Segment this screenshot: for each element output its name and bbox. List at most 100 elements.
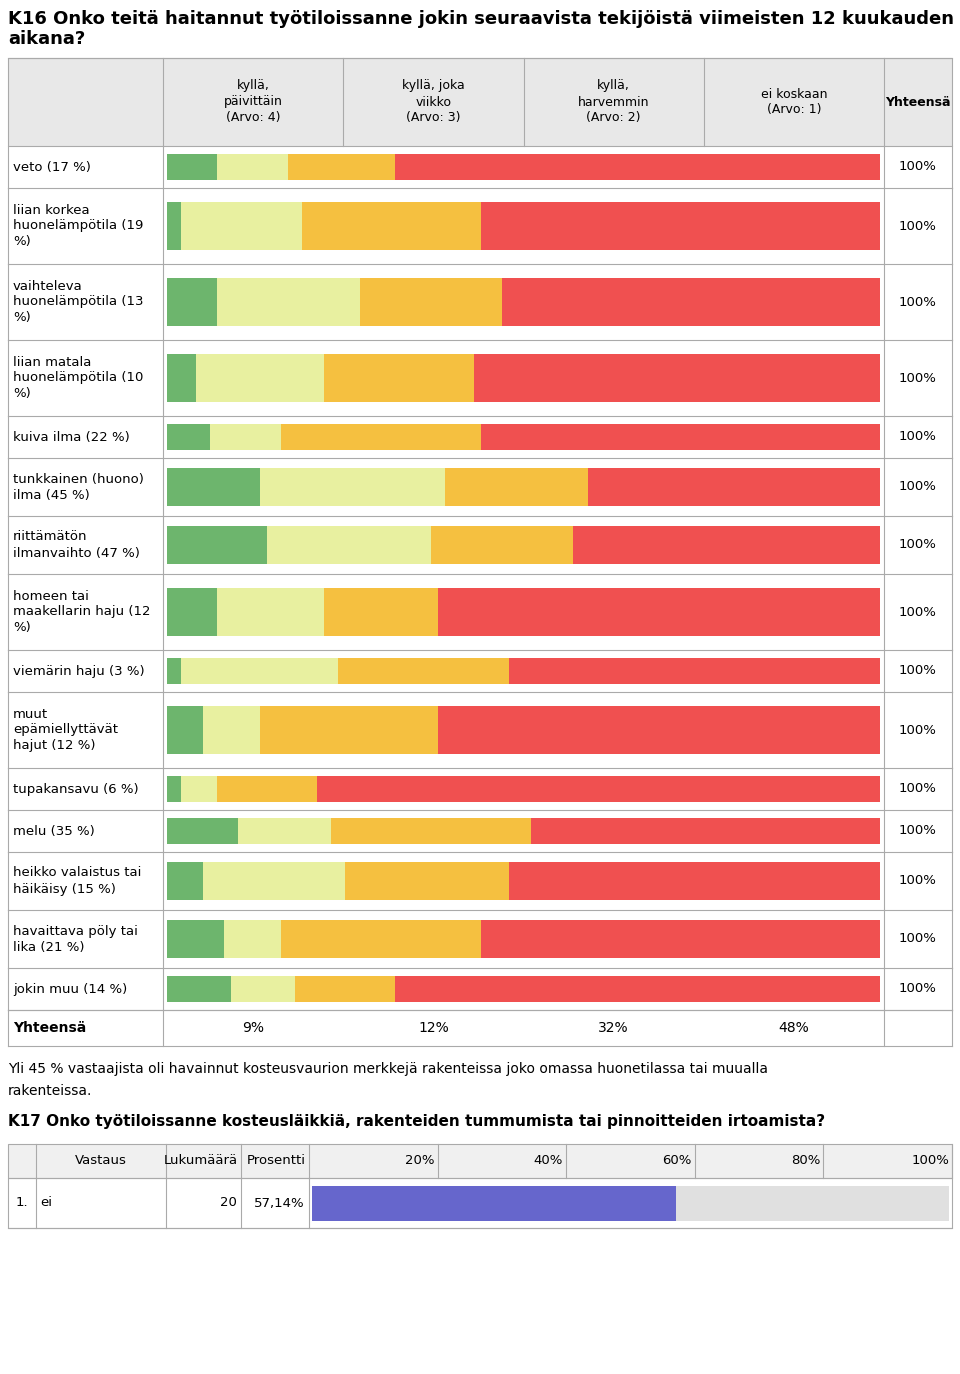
- Bar: [317, 775, 880, 802]
- Bar: [8, 1145, 952, 1178]
- Bar: [181, 658, 338, 684]
- Bar: [312, 1186, 949, 1220]
- Text: liian matala
huonelämpötila (10
%): liian matala huonelämpötila (10 %): [13, 356, 143, 400]
- Text: kyllä, joka
viikko
(Arvo: 3): kyllä, joka viikko (Arvo: 3): [402, 80, 465, 125]
- Bar: [167, 976, 231, 1003]
- Text: K17 Onko työtiloissanne kosteusläikkiä, rakenteiden tummumista tai pinnoitteiden: K17 Onko työtiloissanne kosteusläikkiä, …: [8, 1114, 826, 1129]
- Text: Yli 45 % vastaajista oli havainnut kosteusvaurion merkkejä rakenteissa joko omas: Yli 45 % vastaajista oli havainnut koste…: [8, 1062, 768, 1076]
- Text: K16 Onko teitä haitannut työtiloissanne jokin seuraavista tekijöistä viimeisten : K16 Onko teitä haitannut työtiloissanne …: [8, 10, 954, 27]
- Text: 100%: 100%: [900, 824, 937, 838]
- Text: 48%: 48%: [779, 1021, 809, 1035]
- Bar: [481, 423, 880, 451]
- Text: heikko valaistus tai
häikäisy (15 %): heikko valaistus tai häikäisy (15 %): [13, 867, 141, 896]
- Bar: [431, 526, 573, 563]
- Bar: [167, 202, 181, 250]
- Bar: [167, 278, 217, 326]
- Text: kyllä,
päivittäin
(Arvo: 4): kyllä, päivittäin (Arvo: 4): [224, 80, 282, 125]
- Text: havaittava pöly tai
lika (21 %): havaittava pöly tai lika (21 %): [13, 925, 138, 954]
- Text: 100%: 100%: [900, 874, 937, 888]
- Bar: [281, 423, 481, 451]
- Bar: [8, 811, 952, 852]
- Text: 32%: 32%: [598, 1021, 629, 1035]
- Bar: [167, 658, 181, 684]
- Bar: [8, 910, 952, 969]
- Text: jokin muu (14 %): jokin muu (14 %): [13, 982, 128, 996]
- Text: vaihteleva
huonelämpötila (13
%): vaihteleva huonelämpötila (13 %): [13, 279, 143, 324]
- Bar: [509, 658, 880, 684]
- Bar: [8, 58, 952, 146]
- Bar: [438, 706, 880, 754]
- Bar: [359, 278, 502, 326]
- Bar: [481, 202, 880, 250]
- Bar: [167, 423, 210, 451]
- Text: 12%: 12%: [418, 1021, 448, 1035]
- Text: ei koskaan
(Arvo: 1): ei koskaan (Arvo: 1): [760, 88, 828, 117]
- Bar: [167, 921, 224, 958]
- Text: Prosentti: Prosentti: [247, 1154, 306, 1168]
- Bar: [167, 863, 203, 900]
- Bar: [509, 863, 880, 900]
- Bar: [8, 416, 952, 458]
- Bar: [8, 188, 952, 264]
- Bar: [8, 1010, 952, 1046]
- Bar: [296, 976, 396, 1003]
- Bar: [8, 969, 952, 1010]
- Bar: [8, 1178, 952, 1228]
- Bar: [396, 154, 880, 180]
- Text: 100%: 100%: [900, 783, 937, 796]
- Text: Yhteensä: Yhteensä: [13, 1021, 86, 1035]
- Bar: [502, 278, 880, 326]
- Bar: [167, 706, 203, 754]
- Text: 100%: 100%: [900, 161, 937, 173]
- Bar: [167, 775, 181, 802]
- Bar: [338, 658, 509, 684]
- Text: 20: 20: [220, 1197, 237, 1209]
- Bar: [8, 264, 952, 339]
- Bar: [481, 921, 880, 958]
- Bar: [324, 353, 473, 403]
- Bar: [8, 768, 952, 811]
- Text: 1.: 1.: [15, 1197, 28, 1209]
- Bar: [260, 706, 438, 754]
- Text: muut
epämiellyttävät
hajut (12 %): muut epämiellyttävät hajut (12 %): [13, 708, 118, 753]
- Text: rakenteissa.: rakenteissa.: [8, 1084, 92, 1098]
- Bar: [8, 852, 952, 910]
- Bar: [473, 353, 880, 403]
- Text: 60%: 60%: [662, 1154, 692, 1168]
- Text: veto (17 %): veto (17 %): [13, 161, 91, 173]
- Bar: [217, 775, 317, 802]
- Bar: [8, 458, 952, 517]
- Bar: [260, 469, 445, 506]
- Bar: [196, 353, 324, 403]
- Bar: [346, 863, 509, 900]
- Bar: [181, 775, 217, 802]
- Text: 57,14%: 57,14%: [254, 1197, 305, 1209]
- Bar: [238, 818, 331, 845]
- Bar: [181, 202, 302, 250]
- Bar: [531, 818, 880, 845]
- Text: 100%: 100%: [900, 371, 937, 385]
- Text: tunkkainen (huono)
ilma (45 %): tunkkainen (huono) ilma (45 %): [13, 473, 144, 502]
- Bar: [588, 469, 880, 506]
- Text: 100%: 100%: [900, 295, 937, 309]
- Text: 100%: 100%: [900, 481, 937, 493]
- Bar: [217, 154, 288, 180]
- Text: 100%: 100%: [911, 1154, 949, 1168]
- Bar: [217, 588, 324, 636]
- Text: kyllä,
harvemmin
(Arvo: 2): kyllä, harvemmin (Arvo: 2): [578, 80, 649, 125]
- Bar: [8, 574, 952, 650]
- Text: viemärin haju (3 %): viemärin haju (3 %): [13, 665, 145, 677]
- Text: 100%: 100%: [900, 982, 937, 996]
- Text: 100%: 100%: [900, 220, 937, 232]
- Bar: [8, 1178, 952, 1228]
- Bar: [573, 526, 880, 563]
- Text: riittämätön
ilmanvaihto (47 %): riittämätön ilmanvaihto (47 %): [13, 530, 140, 559]
- Bar: [331, 818, 531, 845]
- Bar: [312, 1186, 676, 1220]
- Text: Lukumäärä: Lukumäärä: [164, 1154, 238, 1168]
- Text: Yhteensä: Yhteensä: [885, 96, 950, 109]
- Bar: [224, 921, 281, 958]
- Bar: [210, 423, 281, 451]
- Text: 9%: 9%: [242, 1021, 264, 1035]
- Text: 100%: 100%: [900, 430, 937, 444]
